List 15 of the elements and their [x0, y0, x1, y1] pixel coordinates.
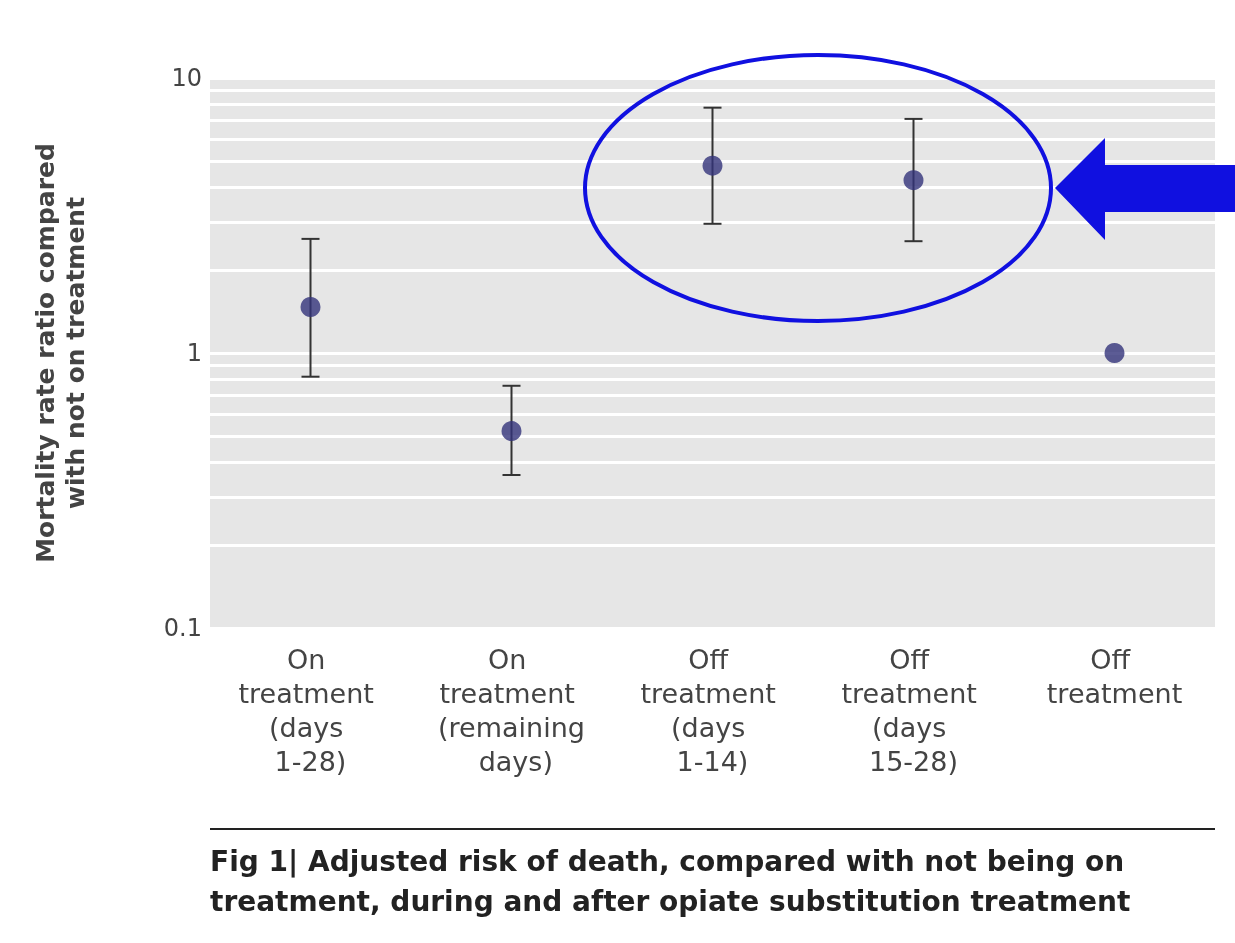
x-tick-label: On treatment (remaining days) — [438, 643, 585, 777]
point — [501, 421, 522, 442]
x-tick-label: Off treatment — [1046, 643, 1183, 709]
y-tick-label: 1 — [186, 339, 202, 367]
x-tick-label: Off treatment (days 1-14) — [640, 643, 785, 777]
y-axis-title: Mortality rate ratio compared with not on treatment — [30, 143, 90, 563]
y-tick-label: 10 — [171, 64, 202, 92]
y-tick-label: 0.1 — [163, 614, 202, 642]
point — [702, 155, 723, 176]
caption: Fig 1| Adjusted risk of death, compared with not being on treatment, during and after opiate substitution treatment — [210, 828, 1215, 922]
point — [903, 170, 924, 191]
point — [300, 296, 321, 317]
x-tick-label: On treatment (days 1-28) — [238, 643, 383, 777]
point — [1104, 343, 1125, 363]
x-tick-label: Off treatment (days 15-28) — [841, 643, 986, 777]
